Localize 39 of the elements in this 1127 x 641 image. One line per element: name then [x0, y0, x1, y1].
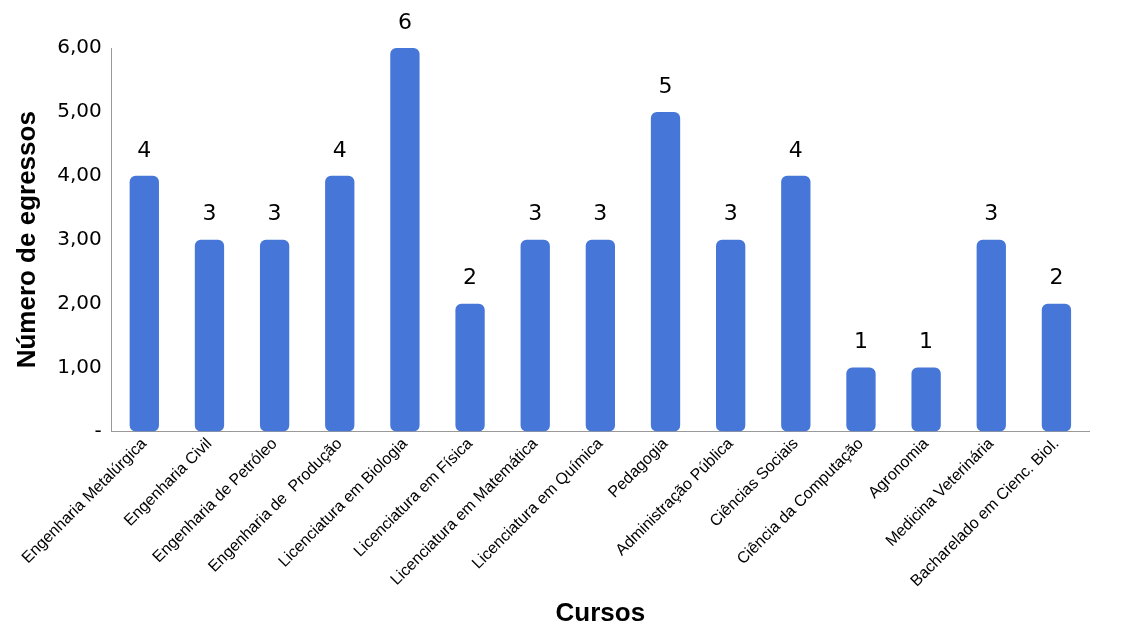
data-label: 5 — [658, 72, 673, 98]
data-label: 3 — [202, 200, 217, 226]
bar — [650, 111, 681, 432]
bar — [129, 175, 159, 432]
data-label: 4 — [788, 136, 803, 162]
data-label: 4 — [137, 136, 152, 162]
bar — [911, 367, 941, 432]
bar — [520, 239, 550, 432]
data-label: 3 — [723, 200, 738, 226]
y-tick-label: 3,00 — [57, 225, 102, 250]
bar — [390, 48, 420, 432]
bar — [455, 303, 485, 432]
data-label: 3 — [593, 200, 608, 226]
data-label: 3 — [267, 200, 282, 226]
bar — [781, 175, 811, 432]
data-label: 2 — [1049, 264, 1064, 290]
bar — [1041, 303, 1072, 432]
y-tick-label: - — [94, 417, 102, 442]
data-label: 2 — [463, 264, 478, 290]
bar — [325, 175, 355, 432]
data-label: 4 — [332, 136, 347, 162]
y-tick-label: 4,00 — [57, 162, 102, 187]
data-label: 1 — [853, 328, 868, 354]
bar — [585, 239, 616, 432]
bar — [976, 239, 1006, 432]
bar — [194, 239, 225, 432]
data-label: 3 — [984, 200, 999, 226]
data-label: 1 — [919, 328, 934, 354]
data-label: 6 — [397, 8, 412, 34]
y-tick-label: 6,00 — [57, 34, 102, 59]
y-tick-label: 5,00 — [57, 98, 102, 123]
bar — [846, 367, 876, 432]
y-tick-label: 1,00 — [57, 353, 102, 378]
bar — [716, 239, 746, 432]
y-axis-title: Número de egressos — [10, 111, 41, 369]
bar — [259, 239, 290, 432]
y-tick-label: 2,00 — [57, 289, 102, 314]
data-label: 3 — [528, 200, 543, 226]
x-axis-title: Cursos — [555, 596, 646, 627]
